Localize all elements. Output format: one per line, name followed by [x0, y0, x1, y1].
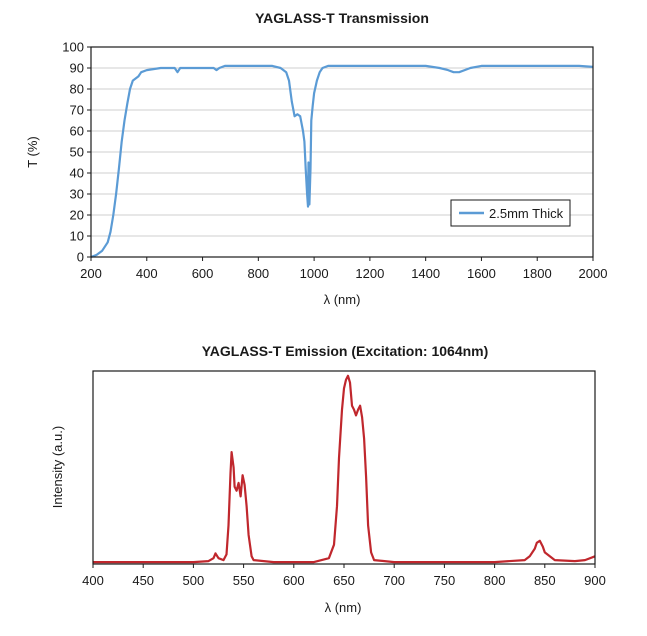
x-tick-label: 1800	[523, 266, 552, 281]
x-tick-label: 750	[434, 573, 456, 588]
emission-chart: YAGLASS-T Emission (Excitation: 1064nm) …	[50, 343, 606, 615]
y-tick-label: 80	[70, 82, 84, 97]
y-tick-labels: 0 10 20 30 40 50 60 70 80 90 100	[62, 40, 91, 265]
legend-label: 2.5mm Thick	[489, 206, 564, 221]
y-axis-label: T (%)	[25, 136, 40, 168]
x-tick-label: 200	[80, 266, 102, 281]
series-line-emission	[93, 374, 596, 564]
x-tick-label: 550	[233, 573, 255, 588]
x-tick-label: 700	[383, 573, 405, 588]
chart-title: YAGLASS-T Transmission	[255, 10, 429, 26]
y-tick-label: 20	[70, 208, 84, 223]
x-tick-labels: 200 400 600 800 1000 1200 1400 1600 1800 2000	[80, 257, 607, 281]
x-tick-label: 850	[534, 573, 556, 588]
x-tick-label: 1200	[355, 266, 384, 281]
x-tick-label: 500	[183, 573, 205, 588]
x-tick-label: 800	[247, 266, 269, 281]
y-tick-label: 10	[70, 229, 84, 244]
y-tick-label: 30	[70, 187, 84, 202]
x-tick-label: 450	[132, 573, 154, 588]
x-tick-label: 1400	[411, 266, 440, 281]
x-tick-label: 800	[484, 573, 506, 588]
x-tick-label: 2000	[579, 266, 608, 281]
transmission-chart: YAGLASS-T Transmission 200 400 600 800 1000 1…	[25, 10, 607, 307]
y-tick-label: 0	[77, 250, 84, 265]
series-line-transmission	[90, 64, 594, 259]
x-tick-label: 600	[192, 266, 214, 281]
x-tick-label: 900	[584, 573, 606, 588]
x-tick-label: 400	[136, 266, 158, 281]
y-tick-label: 50	[70, 145, 84, 160]
x-tick-labels: 400 450 500 550 600 650 700 750 800 850 900	[82, 564, 606, 588]
x-axis-label: λ (nm)	[324, 292, 361, 307]
grid	[91, 67, 593, 237]
chart-title: YAGLASS-T Emission (Excitation: 1064nm)	[202, 343, 489, 359]
y-tick-label: 40	[70, 166, 84, 181]
x-tick-label: 600	[283, 573, 305, 588]
legend: 2.5mm Thick	[450, 199, 571, 227]
x-tick-label: 1000	[300, 266, 329, 281]
x-axis-label: λ (nm)	[325, 600, 362, 615]
y-axis-label: Intensity (a.u.)	[50, 426, 65, 508]
x-tick-label: 650	[333, 573, 355, 588]
y-tick-label: 60	[70, 124, 84, 139]
y-tick-label: 90	[70, 61, 84, 76]
x-tick-label: 1600	[467, 266, 496, 281]
y-tick-label: 100	[62, 40, 84, 55]
x-tick-label: 400	[82, 573, 104, 588]
y-tick-label: 70	[70, 103, 84, 118]
